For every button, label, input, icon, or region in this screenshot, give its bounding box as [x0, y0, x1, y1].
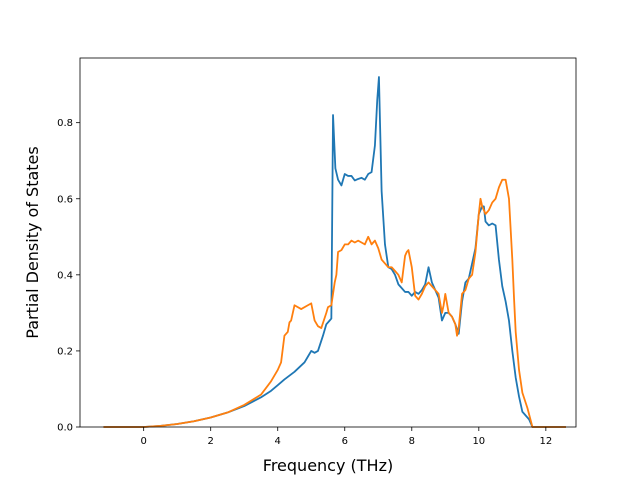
y-axis-label: Partial Density of States: [23, 146, 42, 338]
series-layer: [103, 76, 566, 428]
x-tick-label: 6: [342, 436, 348, 447]
plot-frame: [79, 57, 577, 428]
y-tick-label: 0.2: [57, 346, 73, 357]
y-tick-label: 0.4: [57, 270, 73, 281]
y-tick-label: 0.8: [57, 118, 73, 129]
x-tick-label: 2: [208, 436, 214, 447]
y-tick-label: 0.6: [57, 194, 73, 205]
x-tick-label: 8: [409, 436, 415, 447]
series-line-2: [103, 178, 566, 428]
x-tick-label: 4: [275, 436, 281, 447]
y-tick-label: 0.0: [57, 423, 73, 434]
x-tick-label: 12: [539, 436, 552, 447]
x-tick-label: 0: [140, 436, 146, 447]
y-axis: 0.0 0.2 0.4 0.6 0.8: [57, 118, 80, 434]
series-line-1: [103, 76, 566, 428]
x-axis: 0 2 4 6 8 10 12: [140, 427, 552, 447]
x-axis-label: Frequency (THz): [263, 456, 393, 475]
x-tick-label: 10: [472, 436, 485, 447]
